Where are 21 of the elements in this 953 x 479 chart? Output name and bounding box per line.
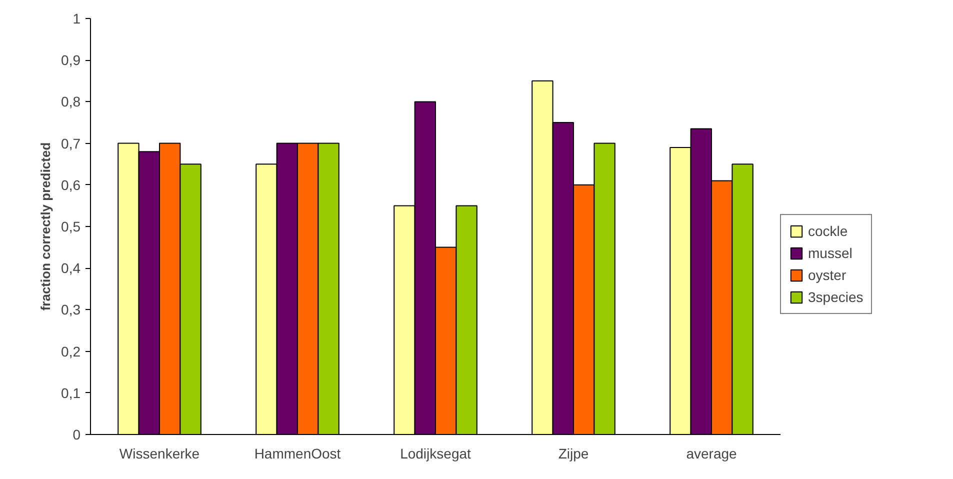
y-tick-label: 0,5 (61, 218, 81, 234)
y-tick-label: 0,3 (61, 302, 81, 318)
y-tick-label: 0 (72, 426, 81, 442)
y-tick-label: 0,8 (61, 94, 81, 110)
legend-label: mussel (808, 245, 852, 261)
y-tick-label: 0,6 (61, 176, 81, 193)
x-tick-label: Lodijksegat (400, 446, 472, 462)
legend-label: cockle (808, 223, 848, 239)
x-tick-label: Wissenkerke (119, 446, 200, 462)
y-tick-label: 1 (72, 10, 81, 26)
x-tick-label: average (686, 446, 738, 462)
y-tick-label: 0,4 (61, 260, 81, 276)
y-tick-label: 0,9 (61, 52, 81, 68)
y-axis-title: fraction correctly predicted (38, 142, 54, 311)
y-tick-label: 0,7 (61, 135, 81, 152)
y-tick-label: 0,1 (61, 384, 81, 401)
legend-label: 3species (808, 289, 864, 305)
y-tick-label: 0,2 (61, 343, 81, 360)
x-tick-label: Zijpe (558, 446, 589, 462)
x-tick-label: HammenOost (254, 446, 341, 462)
legend-label: oyster (808, 267, 846, 283)
